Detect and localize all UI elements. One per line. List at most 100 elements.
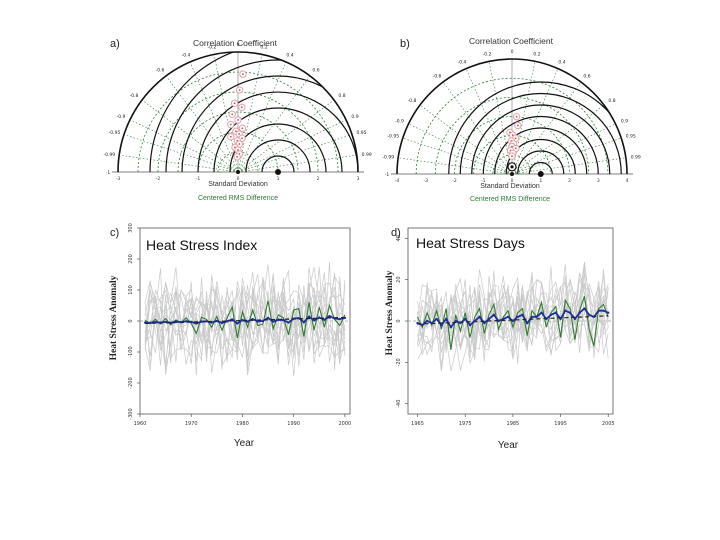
correlation-tick-label: 0.8 xyxy=(338,93,345,99)
rms-arc xyxy=(517,150,565,174)
correlation-tick-label: 0.4 xyxy=(558,59,565,65)
correlation-ray xyxy=(237,54,263,173)
model-point-center xyxy=(240,106,243,109)
rms-arc xyxy=(494,127,588,174)
ensemble-mean-point xyxy=(416,321,419,325)
ensemble-mean-point xyxy=(307,315,311,318)
ensemble-mean-point xyxy=(535,315,538,319)
panel-a-xlabel: Standard Deviation xyxy=(208,181,268,188)
reference-point xyxy=(537,171,544,177)
correlation-tick-label: -0.4 xyxy=(182,53,191,59)
correlation-ray xyxy=(129,119,239,173)
correlation-ray xyxy=(237,134,353,173)
sd-tick-label: 4 xyxy=(626,178,629,184)
correlation-tick-label: -0.9 xyxy=(395,118,404,124)
correlation-tick-label: -0.2 xyxy=(208,45,217,51)
correlation-tick-label: -1 xyxy=(106,170,111,176)
series-ensemble-mean-trend xyxy=(417,315,609,325)
model-point-center xyxy=(241,127,244,130)
correlation-ray xyxy=(511,157,626,175)
panel-b-taylor-diagram: b) Correlation Coefficient -1-0.99-0.95-… xyxy=(382,36,640,203)
y-tick-label: 40 xyxy=(396,235,402,241)
y-tick-label: -200 xyxy=(128,377,134,388)
x-tick-label: 1990 xyxy=(287,421,300,427)
correlation-tick-label: 0 xyxy=(511,49,514,55)
model-point-center xyxy=(241,137,243,140)
correlation-tick-label: 0.4 xyxy=(286,53,293,59)
series-ensemble-mean-trend xyxy=(145,316,345,325)
correlation-ray xyxy=(402,137,513,175)
panel-c-ylabel: Heat Stress Anomaly xyxy=(109,275,119,360)
origin-point xyxy=(236,170,240,174)
correlation-tick-label: 0.9 xyxy=(621,118,628,124)
ensemble-mean-point xyxy=(549,313,553,316)
ensemble-mean-point xyxy=(297,317,300,320)
ensemble-mean-point xyxy=(521,313,524,316)
origin-point xyxy=(510,172,514,176)
correlation-ray xyxy=(237,61,287,173)
ensemble-member-line xyxy=(417,264,609,372)
ensemble-mean-point xyxy=(440,323,443,327)
rms-arc xyxy=(505,138,576,174)
sd-tick-label: -2 xyxy=(452,178,457,184)
correlation-tick-label: -0.6 xyxy=(156,68,165,74)
correlation-ray xyxy=(511,137,622,175)
reference-point xyxy=(275,169,281,175)
ensemble-member-line xyxy=(144,267,346,364)
rms-arc xyxy=(181,75,358,172)
ensemble-mean-point xyxy=(468,323,472,327)
model-point-center xyxy=(515,115,518,118)
correlation-ray xyxy=(398,157,513,175)
panel-d-xlabel: Year xyxy=(498,440,519,451)
x-tick-label: 1980 xyxy=(236,421,249,427)
ensemble-mean-point xyxy=(236,322,239,325)
ensemble-mean-point xyxy=(554,311,557,314)
ensemble-mean-point xyxy=(277,318,280,321)
correlation-tick-label: 0.9 xyxy=(351,114,358,120)
ensemble-mean-point xyxy=(583,307,586,310)
rms-arc xyxy=(213,107,343,172)
correlation-ray xyxy=(237,119,347,173)
panel-d-heat-stress-days: d) Heat Stress Anomaly 40 20 0 -20 -40 1965 19… xyxy=(385,227,615,451)
ensemble-mean-point xyxy=(205,320,208,323)
correlation-tick-label: 0.99 xyxy=(631,155,641,161)
ensemble-mean-point xyxy=(573,317,577,321)
ensemble-mean-point xyxy=(516,315,519,319)
ensemble-member-line xyxy=(144,270,346,376)
correlation-tick-label: -1 xyxy=(385,172,390,178)
ensemble-mean-point xyxy=(246,320,249,323)
correlation-tick-label: -0.9 xyxy=(117,114,126,120)
ensemble-mean-point xyxy=(540,311,543,314)
ensemble-mean-point xyxy=(200,320,203,323)
panel-c-label: c) xyxy=(110,227,119,239)
ensemble-mean-point xyxy=(251,317,254,321)
x-tick-label: 1985 xyxy=(507,421,520,427)
rms-arcs xyxy=(149,52,358,172)
panel-d-ylabel: Heat Stress Anomaly xyxy=(385,270,395,355)
model-point-center xyxy=(231,113,234,116)
ensemble-mean-point xyxy=(449,326,453,329)
correlation-ray xyxy=(511,104,605,175)
model-point-center xyxy=(238,143,241,145)
panel-d-title: Heat Stress Days xyxy=(416,235,525,251)
sd-tick-label: 2 xyxy=(317,176,320,182)
ensemble-mean-point xyxy=(149,321,152,325)
ensemble-mean-point xyxy=(430,321,434,325)
x-tick-label: 1960 xyxy=(134,421,147,427)
ensemble-mean-point xyxy=(169,321,172,325)
ensemble-mean-point xyxy=(230,318,234,321)
correlation-tick-label: -0.99 xyxy=(103,152,115,158)
ensemble-mean-point xyxy=(530,315,534,319)
y-tick-label: 200 xyxy=(128,254,134,264)
correlation-tick-label: -0.8 xyxy=(130,93,139,99)
rms-arc xyxy=(197,91,358,172)
highlighted-point-center xyxy=(510,165,514,169)
timeseries-d-plot: 40 20 0 -20 -40 1965 1975 1985 1995 2005 xyxy=(396,227,615,427)
ensemble-mean-point xyxy=(328,314,331,318)
ensemble-mean-point xyxy=(492,313,496,316)
ensemble-mean-point xyxy=(568,311,572,314)
panel-b-rms-label: Centered RMS Difference xyxy=(470,196,550,203)
rms-arc xyxy=(245,139,311,172)
ensemble-mean-point xyxy=(266,316,270,320)
